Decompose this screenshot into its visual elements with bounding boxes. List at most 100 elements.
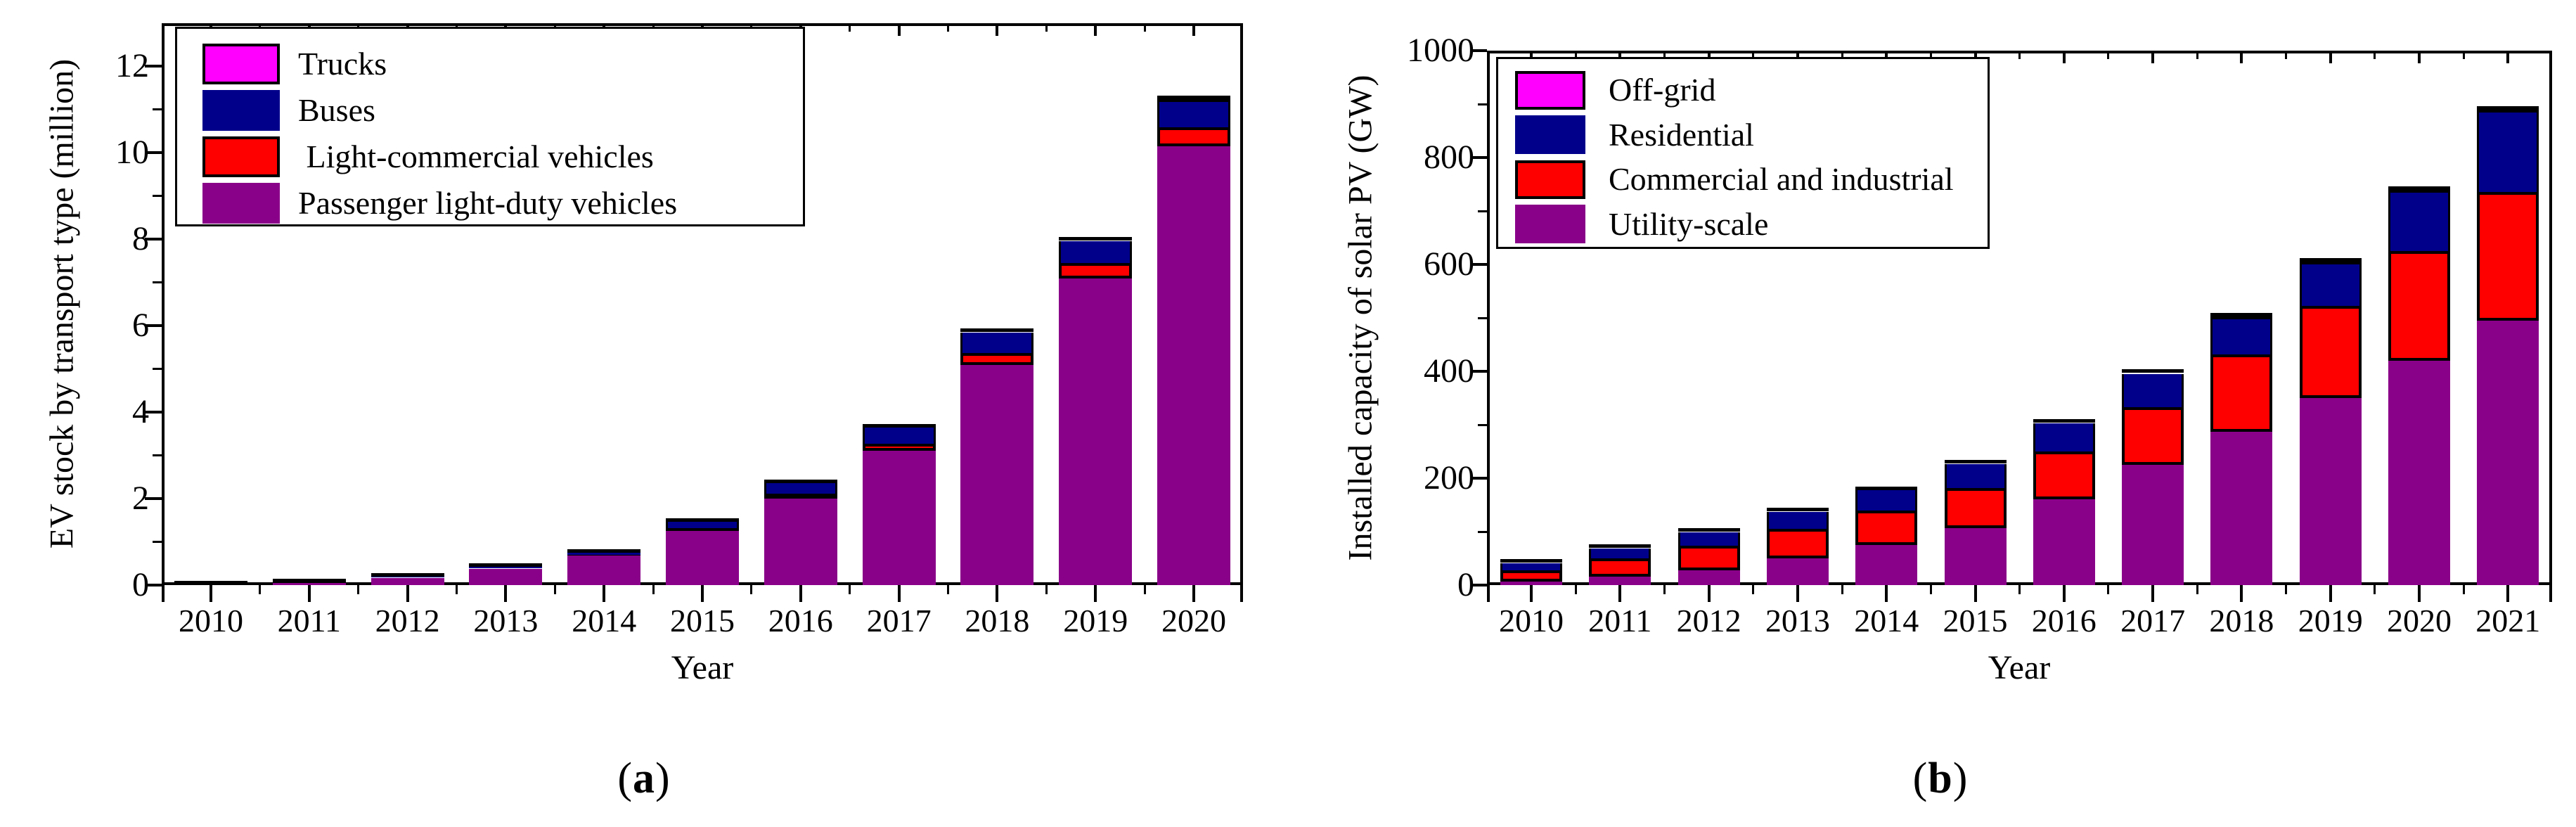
legend-swatch-passenger-light-duty-vehicles xyxy=(202,183,280,224)
x-top-inward-minor-tick xyxy=(1143,26,1146,32)
y-minor-tick xyxy=(1478,103,1487,105)
x-top-inward-tick xyxy=(2418,53,2421,63)
bar-segment-utility-scale xyxy=(2033,499,2095,585)
x-top-inward-tick xyxy=(2329,53,2332,63)
bar-segment-commercial-and-industrial xyxy=(2388,251,2450,361)
y-minor-tick xyxy=(153,281,162,284)
y-minor-tick xyxy=(1478,530,1487,533)
x-tick-label: 2016 xyxy=(2031,603,2097,639)
x-major-tick xyxy=(2329,585,2332,602)
x-minor-tick xyxy=(947,585,949,594)
x-top-inward-minor-tick xyxy=(1663,53,1666,59)
bar-segment-utility-scale xyxy=(1855,545,1918,585)
x-tick-label: 2017 xyxy=(866,603,932,639)
bar-segment-buses xyxy=(567,552,641,555)
x-major-tick xyxy=(603,585,606,602)
y-minor-tick xyxy=(153,368,162,371)
x-top-inward-tick xyxy=(2151,53,2155,63)
legend-swatch-residential xyxy=(1515,115,1585,154)
x-major-tick xyxy=(504,585,508,602)
bar-segment-light-commercial-vehicles xyxy=(666,527,739,532)
caption-b-open: ( xyxy=(1912,755,1928,802)
bar-segment-utility-scale xyxy=(1589,576,1651,585)
legend-swatch-utility-scale xyxy=(1515,205,1585,243)
x-top-inward-minor-tick xyxy=(2107,53,2110,59)
x-top-inward-minor-tick xyxy=(2285,53,2288,59)
x-major-tick xyxy=(799,585,802,602)
bar-segment-commercial-and-industrial xyxy=(1589,558,1651,577)
bar-segment-buses xyxy=(1157,101,1230,127)
x-major-tick xyxy=(1192,585,1195,602)
caption-a-letter: a xyxy=(633,755,655,802)
bar-segment-residential xyxy=(1500,563,1562,570)
x-minor-tick xyxy=(1752,585,1755,594)
x-major-tick xyxy=(1530,585,1533,602)
x-tick-label: 2014 xyxy=(572,603,637,639)
legend-label-utility-scale: Utility-scale xyxy=(1609,205,1769,242)
bar-segment-residential xyxy=(2388,192,2450,251)
legend-swatch-trucks xyxy=(202,44,280,84)
legend-label-light-commercial-vehicles: Light-commercial vehicles xyxy=(298,139,654,174)
x-minor-tick xyxy=(1574,585,1577,594)
bar-segment-passenger-light-duty-vehicles xyxy=(1059,278,1133,585)
x-axis-title-a: Year xyxy=(671,649,734,686)
bar-segment-residential xyxy=(1766,511,1829,530)
x-minor-tick xyxy=(750,585,753,594)
y-axis-title-a: EV stock by transport type (million) xyxy=(43,58,81,549)
y-tick-label: 1000 xyxy=(1407,32,1474,69)
x-tick-label: 2010 xyxy=(1499,603,1564,639)
x-minor-tick xyxy=(849,585,851,594)
bar-segment-commercial-and-industrial xyxy=(2477,192,2539,321)
x-minor-tick xyxy=(2018,585,2021,594)
x-minor-tick xyxy=(1663,585,1666,594)
bar-segment-commercial-and-industrial xyxy=(1944,488,2007,528)
x-tick-label: 2019 xyxy=(2298,603,2363,639)
x-corner-tick xyxy=(1487,585,1490,602)
bar-segment-commercial-and-industrial xyxy=(1855,511,1918,545)
bar-segment-buses xyxy=(960,333,1034,353)
legend-b: Off-grid Residential Commercial and indust… xyxy=(1496,57,1990,249)
bar-top-cap xyxy=(1677,528,1740,532)
bar-segment-commercial-and-industrial xyxy=(1500,570,1562,582)
x-minor-tick xyxy=(357,585,360,594)
bar-segment-commercial-and-industrial xyxy=(2033,451,2095,500)
x-top-inward-minor-tick xyxy=(1045,26,1048,32)
legend-label-off-grid: Off-grid xyxy=(1609,72,1716,108)
x-tick-label: 2011 xyxy=(277,603,341,639)
y-major-tick xyxy=(1470,49,1487,52)
x-top-inward-minor-tick xyxy=(1752,53,1755,59)
bar-top-cap xyxy=(1059,236,1133,241)
bar-segment-light-commercial-vehicles xyxy=(1059,263,1133,278)
bar-segment-light-commercial-vehicles xyxy=(862,444,936,451)
bar-top-cap xyxy=(1157,95,1230,99)
x-top-inward-minor-tick xyxy=(1841,53,1843,59)
x-major-tick xyxy=(1618,585,1622,602)
bar-segment-utility-scale xyxy=(1766,558,1829,585)
y-major-tick xyxy=(145,151,162,155)
y-tick-label: 2 xyxy=(132,480,149,518)
y-minor-tick xyxy=(1478,423,1487,426)
y-minor-tick xyxy=(153,108,162,111)
bar-segment-passenger-light-duty-vehicles xyxy=(960,364,1034,585)
y-minor-tick xyxy=(1478,210,1487,212)
x-major-tick xyxy=(897,585,901,602)
bar-segment-residential xyxy=(2033,423,2095,451)
y-tick-label: 8 xyxy=(132,220,149,258)
bar-segment-residential xyxy=(2477,112,2539,193)
bar-top-cap xyxy=(1855,486,1918,490)
y-major-tick xyxy=(145,65,162,68)
bar-segment-passenger-light-duty-vehicles xyxy=(272,582,346,585)
x-minor-tick xyxy=(1143,585,1146,594)
x-major-tick xyxy=(2418,585,2421,602)
x-minor-tick xyxy=(2107,585,2110,594)
bar-top-cap xyxy=(2388,186,2450,191)
x-major-tick xyxy=(2506,585,2510,602)
bar-top-cap xyxy=(567,549,641,553)
x-tick-label: 2011 xyxy=(1588,603,1652,639)
bar-top-cap xyxy=(764,479,837,483)
bar-segment-commercial-and-industrial xyxy=(2210,354,2273,432)
x-top-inward-minor-tick xyxy=(2462,53,2465,59)
x-major-tick xyxy=(1885,585,1888,602)
y-tick-label: 6 xyxy=(132,307,149,345)
bar-top-cap xyxy=(2299,258,2362,262)
